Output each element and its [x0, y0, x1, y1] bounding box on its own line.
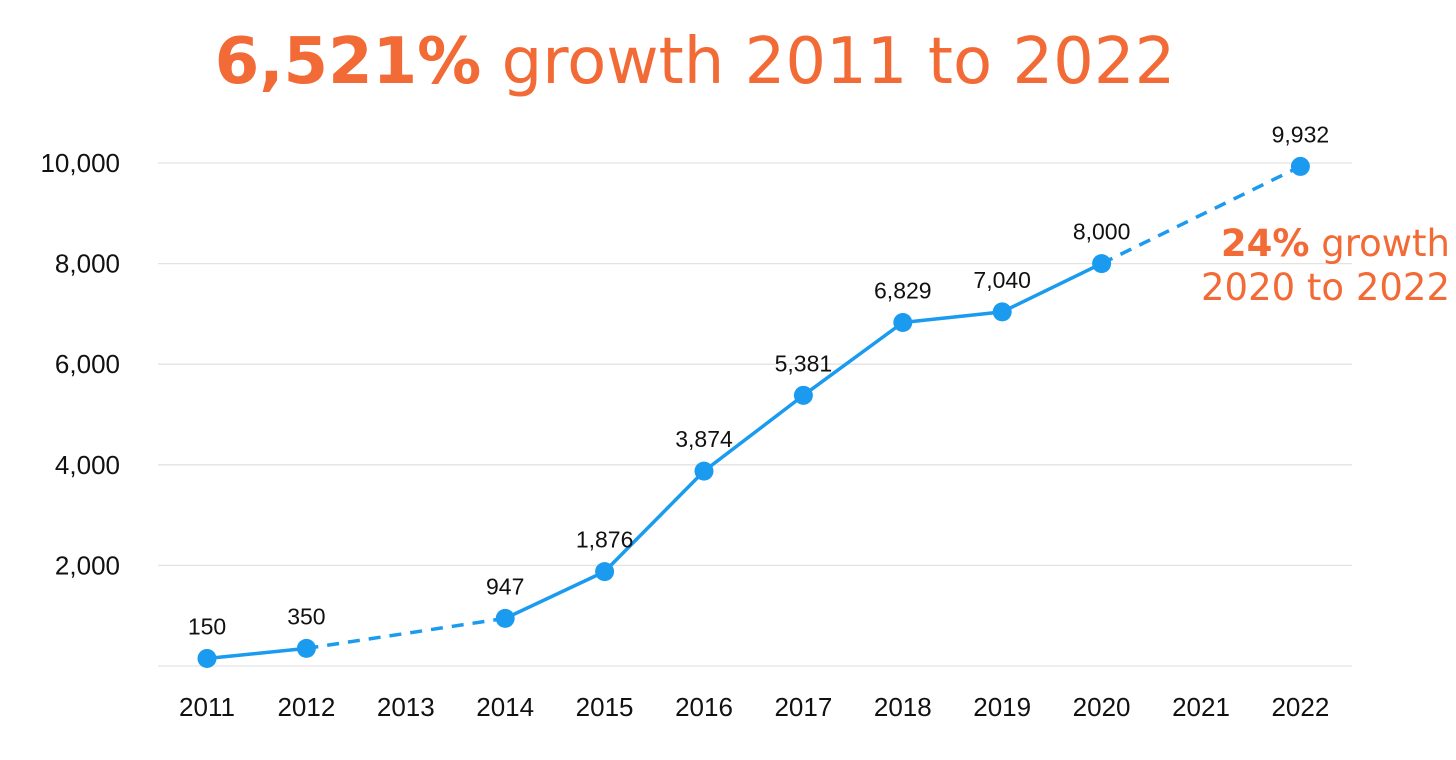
x-tick-label: 2012 — [277, 692, 335, 722]
x-tick-label: 2019 — [973, 692, 1031, 722]
data-point — [992, 302, 1012, 322]
series-segment — [205, 646, 309, 661]
annotation-line2: 2020 to 2022 — [1201, 266, 1450, 310]
data-point — [694, 461, 714, 481]
series-segment — [1000, 261, 1104, 314]
series-segment — [801, 320, 905, 398]
series-segment — [602, 469, 706, 574]
data-label: 5,381 — [775, 350, 833, 376]
x-tick-label: 2013 — [377, 692, 435, 722]
series-segment — [901, 310, 1004, 325]
y-tick-label: 2,000 — [55, 550, 120, 580]
data-point — [595, 562, 615, 582]
data-label: 7,040 — [973, 267, 1031, 293]
data-label: 1,876 — [576, 527, 634, 553]
data-label: 6,829 — [874, 278, 932, 304]
data-label: 9,932 — [1272, 121, 1330, 147]
annotation-highlight: 24% — [1220, 222, 1310, 265]
x-tick-label: 2011 — [179, 692, 235, 722]
x-tick-label: 2021 — [1172, 692, 1230, 722]
series-segment — [702, 393, 806, 473]
x-tick-label: 2022 — [1271, 692, 1329, 722]
data-label: 350 — [287, 603, 325, 629]
x-tick-label: 2020 — [1073, 692, 1131, 722]
x-tick-label: 2016 — [675, 692, 733, 722]
data-label: 150 — [188, 613, 226, 639]
x-tick-label: 2015 — [576, 692, 634, 722]
y-tick-label: 4,000 — [55, 450, 120, 480]
y-tick-label: 8,000 — [55, 249, 120, 279]
series-segment-dashed — [306, 616, 506, 651]
data-label: 8,000 — [1073, 219, 1131, 245]
annotation-line1: growth — [1309, 222, 1450, 265]
y-tick-label: 10,000 — [40, 148, 120, 178]
data-point — [1290, 156, 1310, 176]
series-segment — [503, 569, 607, 621]
data-point — [793, 385, 813, 405]
data-point — [1092, 254, 1112, 274]
data-point — [495, 608, 515, 628]
growth-annotation: 24% growth 2020 to 2022 — [1180, 222, 1450, 311]
chart-title-text: growth 2011 to 2022 — [481, 25, 1176, 99]
data-point — [197, 648, 217, 668]
chart-title: 6,521% growth 2011 to 2022 — [0, 30, 1390, 94]
x-tick-label: 2017 — [774, 692, 832, 722]
data-label: 947 — [486, 573, 524, 599]
series-segment-dashed — [1100, 164, 1302, 266]
x-tick-label: 2014 — [476, 692, 534, 722]
data-point — [296, 638, 316, 658]
data-label: 3,874 — [675, 426, 733, 452]
y-tick-label: 6,000 — [55, 349, 120, 379]
x-tick-label: 2018 — [874, 692, 932, 722]
chart-title-highlight: 6,521% — [214, 25, 482, 99]
data-point — [893, 313, 913, 333]
